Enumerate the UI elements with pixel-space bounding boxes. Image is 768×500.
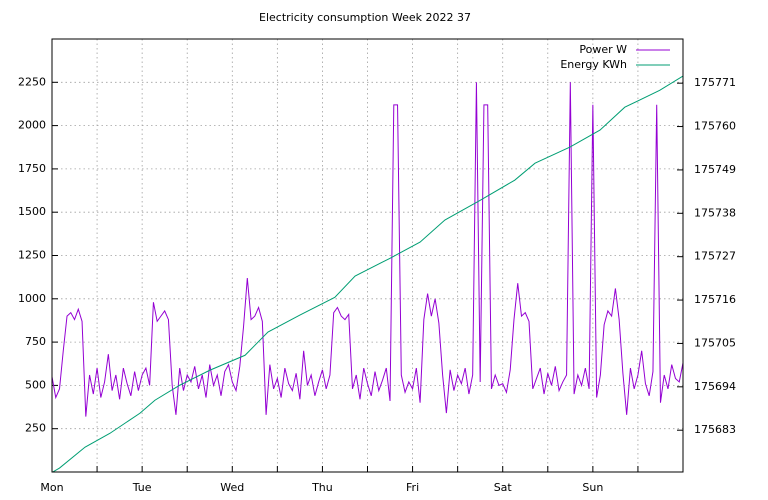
y-tick-label: 250	[25, 422, 46, 435]
y2-tick-label: 175716	[694, 293, 736, 306]
chart-title: Electricity consumption Week 2022 37	[259, 11, 471, 24]
y-tick-label: 2250	[18, 75, 46, 88]
y-tick-label: 1000	[18, 292, 46, 305]
y-tick-label: 1500	[18, 205, 46, 218]
y2-tick-label: 175727	[694, 250, 736, 263]
y2-tick-label: 175771	[694, 76, 736, 89]
y2-tick-label: 175738	[694, 206, 736, 219]
x-tick-label: Thu	[311, 481, 333, 494]
series-line	[52, 82, 683, 417]
y2-tick-label: 175760	[694, 120, 736, 133]
series-line	[52, 75, 683, 472]
x-tick-label: Mon	[40, 481, 63, 494]
y2-tick-label: 175749	[694, 163, 736, 176]
y-tick-label: 750	[25, 335, 46, 348]
plot-border	[51, 38, 684, 473]
y2-tick-label: 175683	[694, 423, 736, 436]
y2-tick-label: 175694	[694, 380, 736, 393]
x-tick-label: Sat	[494, 481, 513, 494]
plot-area	[52, 75, 683, 472]
x-tick-label: Tue	[132, 481, 152, 494]
legend-label: Energy KWh	[560, 58, 627, 71]
x-tick-label: Fri	[406, 481, 419, 494]
y-tick-label: 500	[25, 378, 46, 391]
y-tick-label: 2000	[18, 119, 46, 132]
y-tick-label: 1750	[18, 162, 46, 175]
y-tick-label: 1250	[18, 249, 46, 262]
x-tick-label: Sun	[582, 481, 603, 494]
y2-tick-label: 175705	[694, 336, 736, 349]
legend-label: Power W	[579, 43, 627, 56]
x-tick-label: Wed	[220, 481, 244, 494]
